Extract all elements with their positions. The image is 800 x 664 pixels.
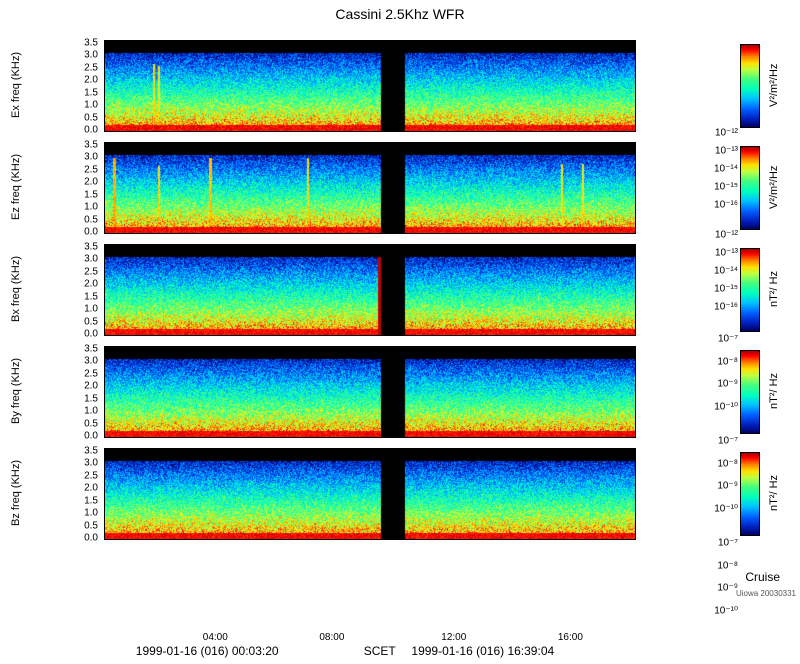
bottom-right-label: Cruise — [745, 570, 780, 584]
colorbar-bz: 10⁻⁷10⁻⁸10⁻⁹10⁻¹⁰ — [740, 452, 762, 534]
spectrogram-ex — [104, 40, 636, 132]
yticks-ez: 0.00.51.01.52.02.53.03.5 — [68, 142, 102, 232]
colorbar-label-by: nT²/ Hz — [768, 346, 782, 436]
page-title: Cassini 2.5Khz WFR — [0, 6, 800, 22]
ylabel-bz: Bz freq (KHz) — [10, 448, 24, 538]
spectrogram-bx — [104, 244, 636, 336]
yticks-by: 0.00.51.01.52.02.53.03.5 — [68, 346, 102, 436]
ylabel-by: By freq (KHz) — [10, 346, 24, 436]
colorbar-by: 10⁻⁷10⁻⁸10⁻⁹10⁻¹⁰ — [740, 350, 762, 432]
colorbar-ex: 10⁻¹²10⁻¹³10⁻¹⁴10⁻¹⁵10⁻¹⁶ — [740, 44, 762, 126]
scet-left: 1999-01-16 (016) 00:03:20 — [136, 644, 279, 658]
panel-bx: Bx freq (KHz) 0.00.51.01.52.02.53.03.5 10⁻… — [0, 244, 800, 334]
panel-ez: Ez freq (KHz) 0.00.51.01.52.02.53.03.5 10⁻… — [0, 142, 800, 232]
colorbar-ez: 10⁻¹²10⁻¹³10⁻¹⁴10⁻¹⁵10⁻¹⁶ — [740, 146, 762, 228]
ylabel-bx: Bx freq (KHz) — [10, 244, 24, 334]
colorbar-label-bz: nT²/ Hz — [768, 448, 782, 538]
colorbar-bx: 10⁻⁷10⁻⁸10⁻⁹10⁻¹⁰ — [740, 248, 762, 330]
panel-bz: Bz freq (KHz) 0.00.51.01.52.02.53.03.5 10⁻… — [0, 448, 800, 538]
scet-right: 1999-01-16 (016) 16:39:04 — [411, 644, 554, 658]
colorbar-label-ez: V²/m²/Hz — [768, 142, 782, 232]
watermark: Uiowa 20030331 — [736, 589, 796, 598]
spectrogram-bz — [104, 448, 636, 540]
panel-ex: Ex freq (KHz) 0.00.51.01.52.02.53.03.5 10⁻… — [0, 40, 800, 130]
colorbar-label-bx: nT²/ Hz — [768, 244, 782, 334]
yticks-bz: 0.00.51.01.52.02.53.03.5 — [68, 448, 102, 538]
ylabel-ex: Ex freq (KHz) — [10, 40, 24, 130]
panel-by: By freq (KHz) 0.00.51.01.52.02.53.03.5 10⁻… — [0, 346, 800, 436]
yticks-bx: 0.00.51.01.52.02.53.03.5 — [68, 244, 102, 334]
spectrogram-ez — [104, 142, 636, 234]
spectrogram-by — [104, 346, 636, 438]
scet-label: SCET — [364, 644, 396, 658]
colorbar-label-ex: V²/m²/Hz — [768, 40, 782, 130]
yticks-ex: 0.00.51.01.52.02.53.03.5 — [68, 40, 102, 130]
ylabel-ez: Ez freq (KHz) — [10, 142, 24, 232]
